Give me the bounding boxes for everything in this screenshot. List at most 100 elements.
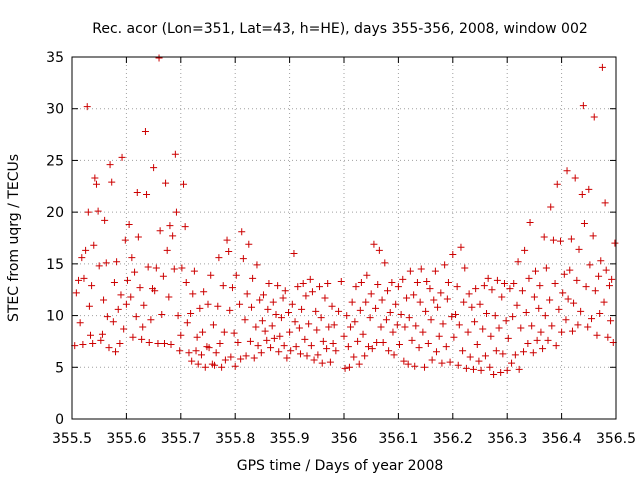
y-tick-label: 35 xyxy=(46,50,64,66)
data-point xyxy=(270,334,278,342)
data-point xyxy=(607,317,615,325)
data-point xyxy=(542,264,550,272)
data-point xyxy=(106,161,114,169)
data-point xyxy=(517,324,525,332)
data-point xyxy=(446,358,454,366)
data-point xyxy=(277,314,285,322)
data-point xyxy=(354,337,362,345)
y-axis-label: STEC from uqrg / TECUs xyxy=(6,154,22,322)
data-point xyxy=(597,257,605,265)
data-point xyxy=(201,363,209,371)
data-point xyxy=(577,307,585,315)
data-point xyxy=(305,320,313,328)
data-point xyxy=(390,351,398,359)
data-point xyxy=(299,280,307,288)
data-point xyxy=(416,298,424,306)
data-point xyxy=(464,328,472,336)
data-point xyxy=(287,347,295,355)
data-point xyxy=(121,236,129,244)
data-point xyxy=(241,316,249,324)
data-point xyxy=(450,333,458,341)
data-point xyxy=(167,341,175,349)
data-point xyxy=(95,262,103,270)
data-point xyxy=(562,316,570,324)
data-point xyxy=(253,261,261,269)
data-point xyxy=(97,336,105,344)
data-point xyxy=(245,240,253,248)
data-point xyxy=(529,349,537,357)
data-point xyxy=(190,267,198,275)
data-point xyxy=(302,292,310,300)
data-point xyxy=(177,331,185,339)
data-point xyxy=(598,63,606,71)
data-point xyxy=(430,296,438,304)
data-point xyxy=(246,337,254,345)
data-point xyxy=(511,351,519,359)
data-point xyxy=(160,339,168,347)
data-point xyxy=(94,207,102,215)
data-point xyxy=(131,268,139,276)
data-point xyxy=(285,308,293,316)
data-point xyxy=(522,308,530,316)
data-point xyxy=(301,335,309,343)
data-point xyxy=(332,347,340,355)
data-point xyxy=(116,339,124,347)
data-point xyxy=(548,322,556,330)
data-point xyxy=(343,312,351,320)
data-point xyxy=(563,167,571,175)
data-point xyxy=(231,362,239,370)
data-point xyxy=(443,295,451,303)
data-point xyxy=(85,302,93,310)
data-point xyxy=(221,356,229,364)
data-point xyxy=(499,350,507,358)
data-point xyxy=(265,280,273,288)
data-point xyxy=(249,274,257,282)
data-point xyxy=(552,342,560,350)
data-point xyxy=(170,265,178,273)
data-point xyxy=(189,290,197,298)
data-point xyxy=(533,336,541,344)
x-tick-label: 355.8 xyxy=(215,431,255,447)
y-tick-label: 0 xyxy=(55,412,64,428)
data-point xyxy=(214,302,222,310)
data-point xyxy=(145,338,153,346)
data-point xyxy=(219,282,227,290)
data-point xyxy=(413,278,421,286)
data-point xyxy=(389,328,397,336)
data-point xyxy=(279,294,287,302)
data-point xyxy=(459,347,467,355)
data-point xyxy=(468,303,476,311)
data-point xyxy=(183,319,191,327)
data-point xyxy=(257,349,265,357)
data-point xyxy=(230,329,238,337)
y-tick-label: 20 xyxy=(46,205,64,221)
data-point xyxy=(234,338,242,346)
data-point xyxy=(296,350,304,358)
data-point xyxy=(452,311,460,319)
data-point xyxy=(559,289,567,297)
data-point xyxy=(129,333,137,341)
data-point xyxy=(264,305,272,313)
data-point xyxy=(185,349,193,357)
data-point xyxy=(502,317,510,325)
data-point xyxy=(291,318,299,326)
data-point xyxy=(156,227,164,235)
data-point xyxy=(549,236,557,244)
data-point xyxy=(225,247,233,255)
data-point xyxy=(503,366,511,374)
data-point xyxy=(169,232,177,240)
data-point xyxy=(586,261,594,269)
data-point xyxy=(504,334,512,342)
data-point xyxy=(513,301,521,309)
data-point xyxy=(381,259,389,267)
data-point xyxy=(318,359,326,367)
data-point xyxy=(105,344,113,352)
data-point xyxy=(404,360,412,368)
data-point xyxy=(605,282,613,290)
data-point xyxy=(589,232,597,240)
y-tick-label: 25 xyxy=(46,153,64,169)
data-point xyxy=(394,283,402,291)
data-point xyxy=(171,150,179,158)
data-point xyxy=(367,290,375,298)
data-point xyxy=(128,254,136,262)
